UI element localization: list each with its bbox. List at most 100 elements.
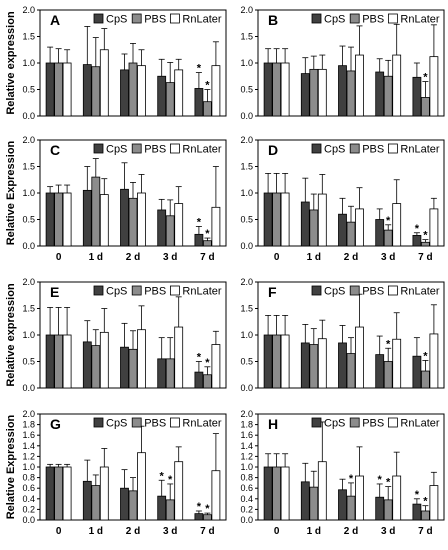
- bar-rnlater-4: [429, 56, 439, 117]
- bar-pbs-0: [272, 62, 282, 117]
- bar-pbs-1: [91, 485, 101, 521]
- bar-cps-2: [120, 188, 129, 247]
- bar-cps-4: [194, 88, 204, 117]
- y-tick-label: 0.6: [22, 483, 35, 493]
- y-tick-label: 2.0: [22, 409, 35, 419]
- bar-rnlater-0: [280, 62, 290, 117]
- significance-star: *: [423, 230, 428, 242]
- legend-swatch-pbs: [131, 13, 142, 24]
- bar-pbs-3: [383, 229, 393, 247]
- bar-cps-0: [263, 62, 273, 117]
- y-tick-label: 1.0: [240, 330, 253, 340]
- bar-cps-3: [375, 71, 385, 117]
- bar-cps-3: [375, 496, 385, 521]
- bar-rnlater-0: [280, 192, 290, 247]
- legend-label-pbs: PBS: [144, 418, 166, 430]
- bar-cps-2: [338, 65, 347, 117]
- legend-swatch-cps: [311, 143, 322, 154]
- legend-swatch-pbs: [131, 143, 142, 154]
- legend-label-cps: CpS: [106, 286, 127, 298]
- bar-cps-3: [157, 495, 167, 521]
- bar-rnlater-0: [62, 192, 72, 247]
- legend-swatch-cps: [93, 417, 104, 428]
- bar-pbs-4: [202, 101, 212, 117]
- bar-cps-0: [263, 192, 273, 247]
- y-tick-label: 2.0: [240, 135, 253, 145]
- bar-pbs-2: [128, 348, 138, 389]
- legend-swatch-rnlater: [387, 285, 398, 296]
- bar-pbs-3: [383, 499, 393, 521]
- y-tick-label: 1.0: [240, 188, 253, 198]
- category-label: 3 d: [381, 526, 395, 537]
- legend-swatch-pbs: [131, 417, 142, 428]
- significance-star: *: [197, 63, 202, 75]
- bar-rnlater-1: [99, 466, 109, 521]
- y-tick-label: 0.0: [240, 383, 253, 393]
- panel-c: 0.0 0.5 1.0 1.5 2.0 0 1 d 2 d 3 d ** 7 d C CpS PBS RnL…: [5, 135, 227, 263]
- y-tick-label: 1.5: [22, 32, 35, 42]
- bar-rnlater-4: [211, 470, 221, 521]
- y-axis-title: Relative Expression: [5, 140, 17, 245]
- legend-swatch-cps: [311, 417, 322, 428]
- significance-star: *: [423, 496, 428, 508]
- bar-cps-2: [120, 346, 129, 389]
- bar-cps-0: [263, 466, 273, 521]
- bar-rnlater-3: [174, 326, 184, 389]
- panel-letter: G: [50, 416, 61, 432]
- category-label: 3 d: [163, 252, 177, 263]
- panel-letter: C: [50, 142, 60, 158]
- bar-cps-1: [300, 201, 310, 247]
- significance-star: *: [205, 357, 210, 369]
- legend-label-pbs: PBS: [144, 286, 166, 298]
- bar-pbs-0: [272, 334, 282, 389]
- significance-star: *: [205, 228, 210, 240]
- panel-h: 0.00.20.40.60.81.01.21.41.61.82.0 0 1 d * 2 …: [240, 409, 445, 537]
- legend-swatch-rnlater: [169, 13, 180, 24]
- bar-rnlater-4: [429, 485, 439, 521]
- legend-label-cps: CpS: [106, 14, 127, 26]
- bar-cps-3: [157, 209, 167, 247]
- y-tick-label: 0.2: [22, 504, 35, 514]
- bar-rnlater-2: [137, 65, 146, 117]
- y-axis-title: Relative Expression: [5, 414, 17, 519]
- y-tick-label: 1.5: [240, 304, 253, 314]
- bar-rnlater-4: [429, 333, 439, 389]
- y-tick-label: 0.0: [22, 241, 35, 251]
- y-tick-label: 1.4: [240, 441, 253, 451]
- bar-pbs-1: [91, 176, 101, 247]
- bar-cps-4: [412, 503, 422, 521]
- legend-swatch-rnlater: [387, 143, 398, 154]
- bar-cps-1: [300, 342, 310, 389]
- legend-label-rnlater: RnLater: [182, 144, 221, 156]
- bar-rnlater-0: [280, 334, 290, 389]
- bar-rnlater-2: [355, 54, 364, 117]
- panel-letter: B: [268, 12, 278, 28]
- category-label: 7 d: [418, 526, 432, 537]
- legend-label-rnlater: RnLater: [400, 418, 439, 430]
- bar-cps-4: [194, 513, 204, 521]
- legend-swatch-rnlater: [387, 13, 398, 24]
- bar-rnlater-4: [211, 206, 221, 247]
- legend-label-pbs: PBS: [362, 144, 384, 156]
- bar-cps-0: [45, 192, 55, 247]
- bar-cps-2: [120, 487, 129, 521]
- bar-rnlater-4: [429, 208, 439, 247]
- legend-label-rnlater: RnLater: [400, 14, 439, 26]
- category-label: 2 d: [344, 526, 358, 537]
- bar-pbs-4: [420, 241, 430, 247]
- significance-star: *: [423, 350, 428, 362]
- bar-pbs-3: [165, 358, 175, 389]
- bar-pbs-2: [346, 353, 356, 389]
- bar-rnlater-2: [137, 192, 146, 247]
- y-tick-label: 1.0: [240, 58, 253, 68]
- significance-star: *: [386, 477, 391, 489]
- bar-rnlater-3: [174, 203, 184, 247]
- bar-cps-3: [375, 219, 385, 247]
- bar-cps-1: [82, 341, 92, 389]
- significance-star: *: [349, 473, 354, 485]
- significance-star: *: [386, 215, 391, 227]
- significance-star: *: [415, 489, 420, 501]
- y-tick-label: 1.0: [22, 462, 35, 472]
